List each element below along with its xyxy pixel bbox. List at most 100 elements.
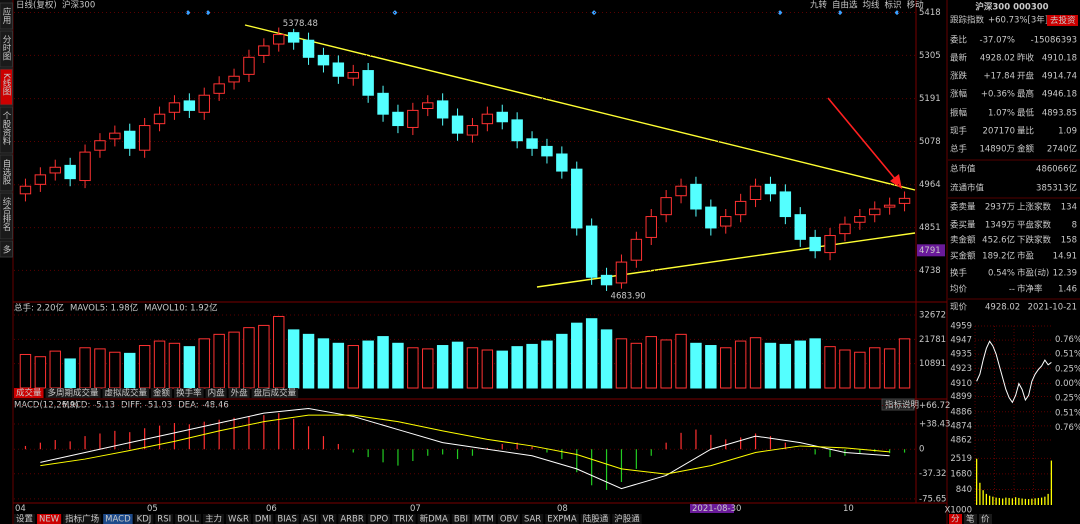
candle-body	[571, 168, 583, 229]
indicator-tab[interactable]: OBV	[500, 515, 518, 524]
indicator-tab-bg[interactable]	[103, 514, 133, 524]
quote-label: 最高	[1017, 89, 1034, 100]
indicator-tab[interactable]: BOLL	[177, 515, 199, 524]
volume-tab[interactable]: 内盘	[208, 388, 226, 399]
volume-bar	[481, 349, 494, 389]
indicator-tab[interactable]: KDJ	[137, 515, 152, 524]
side-tab[interactable]	[0, 192, 13, 240]
indicator-tab[interactable]: TRIX	[393, 515, 414, 524]
indicator-tab-bg[interactable]	[545, 514, 579, 524]
indicator-tab[interactable]: MTM	[474, 515, 494, 524]
indicator-tab-bg[interactable]	[275, 514, 299, 524]
volume-tab-bg[interactable]	[151, 388, 173, 398]
quote-label: 卖金额	[950, 235, 976, 246]
indicator-tab[interactable]: SAR	[524, 515, 541, 524]
volume-tab-bg[interactable]	[174, 388, 204, 398]
volume-tab[interactable]: 盘后成交量	[254, 388, 297, 399]
intraday-tab[interactable]	[949, 514, 962, 524]
indicator-tab[interactable]: BBI	[454, 515, 468, 524]
tool-button[interactable]: 均线	[863, 0, 881, 11]
indicator-tab-bg[interactable]	[471, 514, 496, 524]
indicator-tab[interactable]: DMI	[255, 515, 271, 524]
candle-body	[362, 70, 374, 96]
side-tab[interactable]	[0, 154, 13, 192]
indicator-tab-bg[interactable]	[521, 514, 544, 524]
volume-tab[interactable]: 成交量	[16, 388, 42, 399]
quote-label: 最新	[950, 53, 968, 64]
volume-tab[interactable]: 换手率	[176, 388, 202, 399]
indicator-tab[interactable]: 设置	[16, 514, 34, 524]
candle-body	[436, 100, 449, 119]
indicator-tab-bg[interactable]	[612, 514, 642, 524]
indicator-tab[interactable]: MACD	[105, 515, 131, 524]
indicator-tab-bg[interactable]	[37, 514, 62, 524]
volume-tab-bg[interactable]	[205, 388, 227, 398]
indicator-tab-bg[interactable]	[14, 514, 36, 524]
side-tab[interactable]	[0, 240, 13, 258]
volume-legend: MAVOL5: 1.98亿	[70, 303, 138, 314]
indicator-tab-bg[interactable]	[155, 514, 174, 524]
quote-label: 市盈(动)	[1017, 268, 1049, 279]
indicator-tab-bg[interactable]	[320, 514, 337, 524]
indicator-tab-bg[interactable]	[202, 514, 224, 524]
side-tab[interactable]	[0, 106, 13, 154]
help-button[interactable]	[881, 398, 915, 411]
volume-tab[interactable]: 外盘	[231, 388, 249, 399]
y-tick-label: 4899	[950, 392, 972, 402]
indicator-tab[interactable]: 指标广场	[65, 514, 99, 524]
indicator-tab[interactable]: BIAS	[277, 515, 297, 524]
quote-label: 均价	[950, 284, 968, 295]
indicator-tab-bg[interactable]	[367, 514, 391, 524]
volume-tab-bg[interactable]	[14, 388, 44, 398]
indicator-tab[interactable]: RSI	[157, 515, 171, 524]
indicator-tab-bg[interactable]	[580, 514, 611, 524]
volume-tab[interactable]: 虚拟成交量	[105, 388, 148, 399]
indicator-tab[interactable]: 主力	[205, 514, 222, 524]
indicator-tab-bg[interactable]	[392, 514, 416, 524]
indicator-tab-bg[interactable]	[134, 514, 154, 524]
indicator-tab[interactable]: VR	[323, 515, 335, 524]
side-tab[interactable]	[0, 30, 13, 68]
date-label: 08	[557, 504, 568, 514]
intraday-tab[interactable]	[979, 514, 992, 524]
indicator-tab-bg[interactable]	[451, 514, 470, 524]
indicator-tab[interactable]: W&R	[228, 515, 249, 524]
volume-bar	[347, 345, 359, 389]
indicator-tab[interactable]: 陆股通	[583, 514, 609, 524]
indicator-tab-bg[interactable]	[225, 514, 251, 524]
volume-tab-bg[interactable]	[228, 388, 250, 398]
invest-button[interactable]	[1047, 15, 1078, 26]
tool-button[interactable]: 九转	[810, 0, 828, 11]
volume-bar	[734, 340, 747, 389]
side-tab[interactable]	[0, 68, 13, 106]
indicator-tab[interactable]: DPO	[370, 515, 389, 524]
volume-tab[interactable]: 多周期成交量	[48, 388, 100, 399]
indicator-tab-bg[interactable]	[338, 514, 366, 524]
y-tick-label: 4923	[950, 364, 972, 374]
indicator-tab-bg[interactable]	[175, 514, 201, 524]
quote-label: 市净率	[1017, 284, 1043, 295]
volume-tab-bg[interactable]	[45, 388, 101, 398]
candle-body	[615, 261, 628, 284]
indicator-tab-bg[interactable]	[417, 514, 450, 524]
indicator-tab[interactable]: 新DMA	[420, 514, 448, 524]
indicator-tab[interactable]: NEW	[39, 515, 60, 524]
indicator-tab-bg[interactable]	[300, 514, 319, 524]
volume-tab[interactable]: 金额	[153, 388, 171, 399]
indicator-tab-bg[interactable]	[252, 514, 274, 524]
quote-value: -37.07%	[980, 36, 1015, 46]
intraday-tab[interactable]	[964, 514, 977, 524]
indicator-tab[interactable]: 沪股通	[614, 514, 640, 524]
tool-button[interactable]: 标识	[885, 0, 902, 11]
tool-button[interactable]: 移动	[907, 0, 925, 11]
indicator-tab-bg[interactable]	[63, 514, 102, 524]
indicator-tab[interactable]: ASI	[303, 515, 317, 524]
indicator-tab-bg[interactable]	[497, 514, 520, 524]
quote-label: 委买量	[950, 220, 976, 231]
indicator-tab[interactable]: ARBR	[340, 515, 364, 524]
indicator-tab[interactable]: EXPMA	[547, 515, 577, 524]
volume-tab-bg[interactable]	[102, 388, 150, 398]
tool-button[interactable]: 自由选	[832, 0, 858, 11]
volume-tab-bg[interactable]	[251, 388, 299, 398]
side-tab[interactable]	[0, 2, 13, 30]
